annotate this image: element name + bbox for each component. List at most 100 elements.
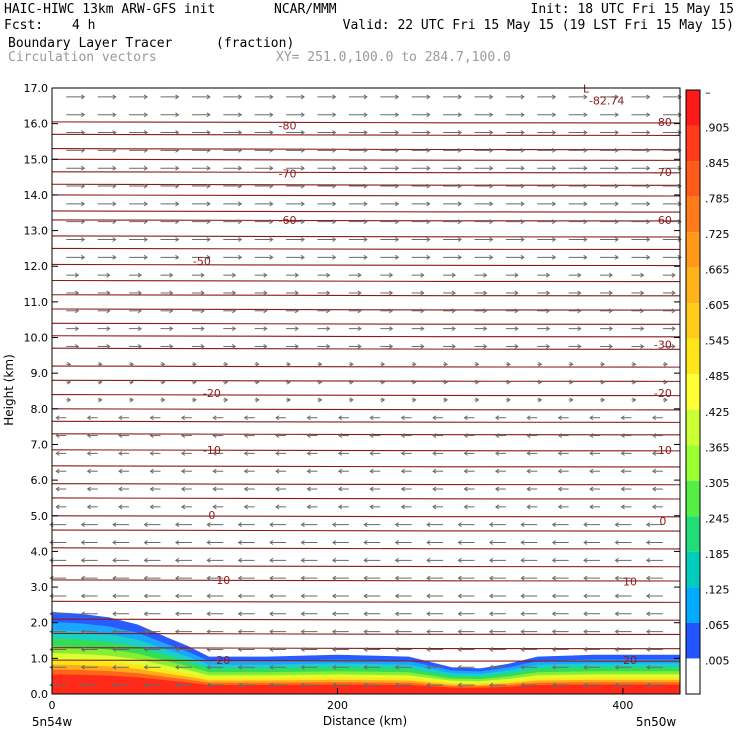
- wind-vector-head: [583, 165, 588, 171]
- y-tick-label: 14.0: [24, 189, 49, 202]
- wind-vector-head: [331, 611, 337, 617]
- wind-vector-head: [388, 344, 394, 349]
- colorbar-label: .665: [705, 264, 730, 277]
- wind-vector-head: [551, 593, 556, 599]
- wind-vector-head: [306, 433, 311, 438]
- wind-vector-head: [349, 397, 354, 403]
- wind-vector-head: [645, 664, 651, 670]
- wind-vector-head: [551, 94, 557, 100]
- wind-vector-head: [237, 557, 242, 563]
- wind-vector-head: [300, 611, 305, 617]
- wind-vector-head: [646, 183, 651, 189]
- wind-vector-head: [583, 647, 588, 652]
- wind-vector-head: [112, 130, 117, 135]
- wind-vector-head: [143, 165, 148, 171]
- vectors-label: Circulation vectors: [8, 50, 157, 65]
- minimum-label: -82.74: [589, 94, 624, 107]
- wind-vector-head: [337, 504, 343, 510]
- wind-vector-head: [269, 611, 274, 617]
- wind-vector-head: [237, 647, 242, 652]
- y-tick-label: 15.0: [24, 153, 49, 166]
- wind-vector-head: [112, 165, 117, 171]
- wind-vector-head: [583, 237, 588, 242]
- wind-vector-head: [174, 557, 180, 563]
- wind-vector-head: [300, 647, 305, 652]
- wind-vector-head: [583, 682, 588, 688]
- contour-label: 0: [659, 515, 666, 528]
- wind-vector-head: [112, 254, 117, 260]
- colorbar-label: .245: [705, 512, 730, 525]
- isotherm-line: [51, 420, 681, 424]
- wind-vector-head: [237, 611, 242, 617]
- contour-label: -70: [654, 166, 672, 179]
- y-tick-label: 5.0: [31, 510, 49, 523]
- field-units: (fraction): [216, 36, 295, 51]
- wind-vector-head: [520, 540, 525, 545]
- wind-vector-head: [243, 450, 248, 456]
- wind-vector-head: [537, 379, 543, 385]
- wind-vector-head: [106, 344, 111, 349]
- wind-vector-head: [332, 165, 337, 171]
- wind-vector-head: [551, 219, 557, 225]
- wind-vector-head: [326, 272, 331, 278]
- wind-vector-head: [326, 290, 331, 296]
- colorbar-label: –: [705, 86, 711, 99]
- wind-vector-head: [614, 611, 619, 617]
- wind-vector-head: [332, 112, 337, 118]
- contour-label: -80: [654, 116, 672, 129]
- wind-vector-head: [608, 290, 613, 296]
- wind-vector-head: [294, 344, 299, 349]
- colorbar-swatch: [686, 516, 700, 552]
- contour-label: -20: [654, 387, 672, 400]
- wind-vector-head: [646, 94, 651, 100]
- colorbar-swatch: [686, 232, 700, 268]
- wind-vector-head: [551, 647, 556, 652]
- wind-vector-head: [551, 165, 557, 171]
- y-tick-label: 9.0: [31, 367, 49, 380]
- wind-vector-head: [66, 397, 72, 403]
- wind-vector-head: [632, 361, 637, 367]
- wind-vector-head: [583, 557, 588, 563]
- wind-vector-head: [551, 575, 556, 581]
- wind-vector-head: [98, 379, 103, 385]
- wind-vector-head: [331, 575, 337, 581]
- wind-vector-head: [651, 415, 657, 421]
- wind-vector-head: [149, 504, 154, 510]
- wind-vector-head: [520, 165, 525, 171]
- x-right-end-label: 5n50w: [636, 715, 677, 729]
- wind-vector-head: [223, 361, 229, 367]
- wind-vector-head: [206, 611, 211, 617]
- wind-vector-head: [488, 682, 494, 688]
- wind-vector-head: [112, 112, 117, 118]
- wind-vector-head: [545, 326, 551, 332]
- wind-vector-head: [506, 361, 511, 367]
- wind-vector-head: [143, 557, 148, 563]
- wind-vector-head: [483, 326, 488, 332]
- wind-vector-head: [143, 147, 148, 153]
- isotherm-line: [51, 529, 681, 532]
- wind-vector-head: [300, 522, 305, 528]
- wind-vector-head: [269, 237, 274, 242]
- wind-vector-head: [331, 540, 337, 545]
- wind-vector-head: [551, 682, 556, 688]
- isotherm-line: [51, 632, 681, 636]
- wind-vector-head: [551, 629, 556, 635]
- wind-vector-head: [112, 647, 117, 652]
- wind-vector-head: [620, 415, 625, 421]
- wind-vector-head: [255, 361, 260, 367]
- wind-vector-head: [426, 237, 431, 242]
- wind-vector-head: [645, 540, 651, 545]
- wind-vector-head: [400, 504, 405, 510]
- wind-vector-head: [286, 397, 291, 403]
- wind-vector-head: [551, 540, 556, 545]
- wind-vector-head: [143, 254, 148, 260]
- wind-vector-head: [269, 522, 274, 528]
- wind-vector-head: [457, 664, 462, 670]
- wind-vector-head: [645, 557, 651, 563]
- wind-vector-head: [206, 165, 211, 171]
- wind-vector-head: [269, 629, 274, 635]
- wind-vector-head: [80, 254, 86, 260]
- colorbar-swatch: [686, 125, 700, 162]
- wind-vector-head: [331, 557, 337, 563]
- wind-vector-head: [175, 254, 180, 260]
